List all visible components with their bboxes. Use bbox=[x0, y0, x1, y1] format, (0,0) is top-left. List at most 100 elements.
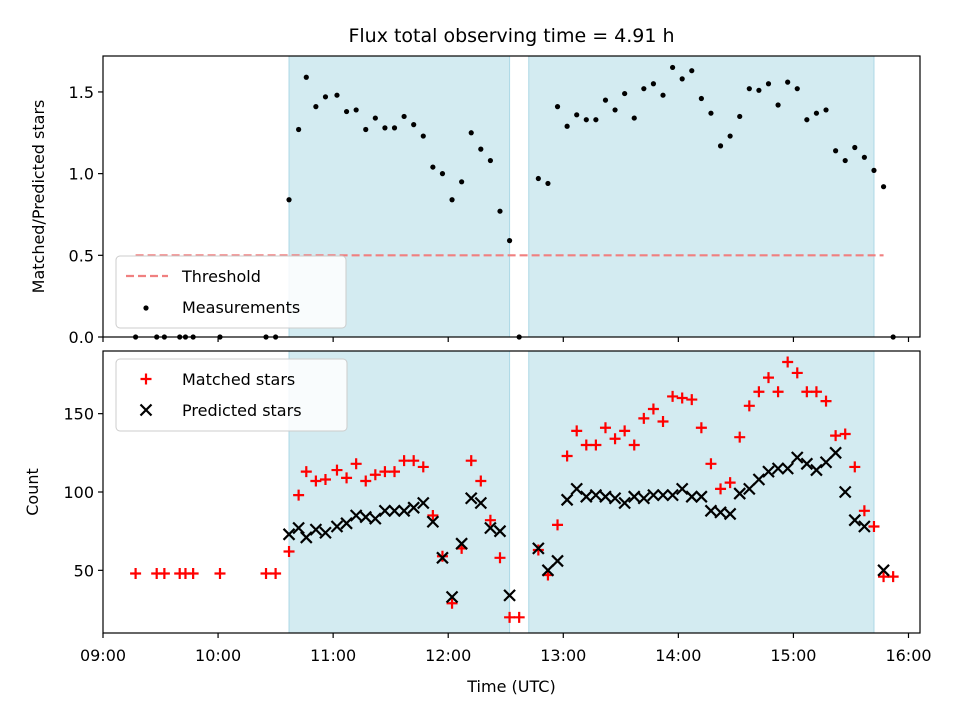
measurement-point bbox=[756, 87, 762, 93]
measurement-point bbox=[794, 86, 800, 92]
predicted-star-point bbox=[309, 523, 323, 536]
top-legend-box bbox=[115, 255, 347, 329]
top-y-tick-label: 0.5 bbox=[69, 246, 94, 265]
measurement-point bbox=[861, 154, 867, 160]
predicted-star-point bbox=[771, 462, 785, 475]
measurement-point bbox=[660, 92, 666, 98]
matched-star-point bbox=[609, 433, 621, 445]
x-axis-label: Time (UTC) bbox=[466, 677, 555, 696]
measurement-point bbox=[497, 208, 503, 214]
matched-star-point bbox=[532, 544, 544, 556]
predicted-star-point bbox=[378, 504, 392, 518]
measurement-point bbox=[439, 171, 446, 177]
measurement-point bbox=[286, 197, 292, 203]
matched-star-point bbox=[647, 403, 659, 415]
measurement-point bbox=[296, 126, 302, 133]
matched-star-point bbox=[293, 489, 305, 501]
matched-star-point bbox=[427, 510, 439, 521]
predicted-star-point bbox=[848, 513, 862, 527]
predicted-star-point bbox=[627, 490, 641, 503]
matched-star-point bbox=[830, 430, 842, 442]
measurement-point bbox=[775, 102, 781, 108]
predicted-star-point bbox=[532, 542, 545, 555]
measurement-point bbox=[631, 115, 637, 121]
x-tick-label: 11:00 bbox=[310, 646, 356, 665]
matched-star-point bbox=[494, 552, 506, 564]
measurement-point bbox=[823, 107, 829, 113]
predicted-star-point bbox=[300, 531, 313, 544]
measurement-point bbox=[564, 123, 570, 129]
predicted-star-point bbox=[455, 537, 468, 550]
matched-star-point bbox=[331, 464, 343, 476]
measurement-point bbox=[430, 164, 436, 170]
predicted-star-point bbox=[599, 490, 612, 503]
measurement-point bbox=[322, 94, 329, 100]
predicted-star-point bbox=[704, 504, 718, 518]
predicted-star-point bbox=[319, 526, 332, 540]
measurement-point bbox=[765, 81, 772, 87]
predicted-star-point bbox=[666, 488, 679, 502]
matched-star-point bbox=[686, 394, 698, 406]
predicted-star-point bbox=[781, 462, 794, 475]
matched-star-point bbox=[753, 386, 765, 398]
matched-star-point bbox=[638, 412, 650, 424]
matched-star-point bbox=[158, 567, 170, 579]
predicted-star-point bbox=[397, 504, 411, 518]
legend-measurements-swatch bbox=[143, 305, 149, 311]
predicted-star-point bbox=[618, 496, 631, 510]
matched-star-point bbox=[561, 450, 573, 462]
matched-star-point bbox=[580, 439, 592, 451]
bottom-y-axis-label: Count bbox=[23, 468, 42, 516]
measurement-point bbox=[382, 125, 388, 131]
measurement-point bbox=[708, 110, 714, 116]
measurement-point bbox=[852, 144, 858, 151]
predicted-star-point bbox=[723, 507, 737, 521]
matched-star-point bbox=[398, 455, 410, 467]
predicted-star-point bbox=[800, 457, 814, 471]
matched-star-point bbox=[705, 458, 717, 470]
matched-star-point bbox=[762, 372, 774, 384]
predicted-star-point bbox=[762, 465, 775, 478]
matched-star-point bbox=[341, 472, 353, 484]
predicted-star-point bbox=[474, 496, 488, 510]
matched-star-point bbox=[504, 611, 516, 623]
matched-star-point bbox=[513, 611, 525, 623]
matched-star-point bbox=[667, 390, 679, 402]
matched-star-point bbox=[187, 567, 199, 579]
matched-star-point bbox=[571, 425, 583, 437]
matched-star-point bbox=[436, 550, 448, 562]
measurement-point bbox=[804, 117, 810, 123]
top-panel: 0.0 0.5 1.0 1.5 Matched/Predicted stars Thres… bbox=[29, 55, 921, 347]
predicted-star-point bbox=[743, 482, 756, 496]
legend-matched-swatch bbox=[140, 373, 152, 385]
measurement-point bbox=[689, 68, 695, 74]
measurement-point bbox=[411, 122, 417, 128]
top-y-tick-label: 1.5 bbox=[69, 83, 94, 102]
measurement-point bbox=[737, 113, 743, 120]
predicted-star-point bbox=[464, 491, 478, 505]
predicted-star-point bbox=[560, 493, 574, 507]
bottom-y-tick-label: 100 bbox=[63, 483, 94, 502]
x-tick-label: 14:00 bbox=[655, 646, 701, 665]
measurement-point bbox=[669, 64, 676, 71]
measurement-point bbox=[487, 157, 494, 164]
bottom-shaded-interval bbox=[528, 350, 875, 634]
predicted-star-point bbox=[858, 520, 871, 533]
matched-star-point bbox=[270, 567, 282, 579]
predicted-star-point bbox=[369, 512, 382, 525]
predicted-star-point bbox=[637, 491, 651, 505]
top-axes-frame bbox=[102, 55, 921, 338]
measurement-point bbox=[880, 184, 887, 190]
predicted-star-point bbox=[426, 515, 440, 529]
x-tick-label: 09:00 bbox=[80, 646, 126, 665]
matched-star-point bbox=[772, 386, 784, 398]
matched-star-point bbox=[319, 473, 331, 485]
x-tick-label: 16:00 bbox=[885, 646, 931, 665]
predicted-star-point bbox=[647, 488, 660, 502]
predicted-star-point bbox=[388, 504, 401, 518]
measurement-point bbox=[401, 113, 407, 120]
predicted-star-point bbox=[503, 589, 516, 602]
predicted-star-point bbox=[714, 506, 727, 519]
predicted-star-point bbox=[810, 463, 823, 477]
bottom-legend-box bbox=[115, 358, 348, 432]
